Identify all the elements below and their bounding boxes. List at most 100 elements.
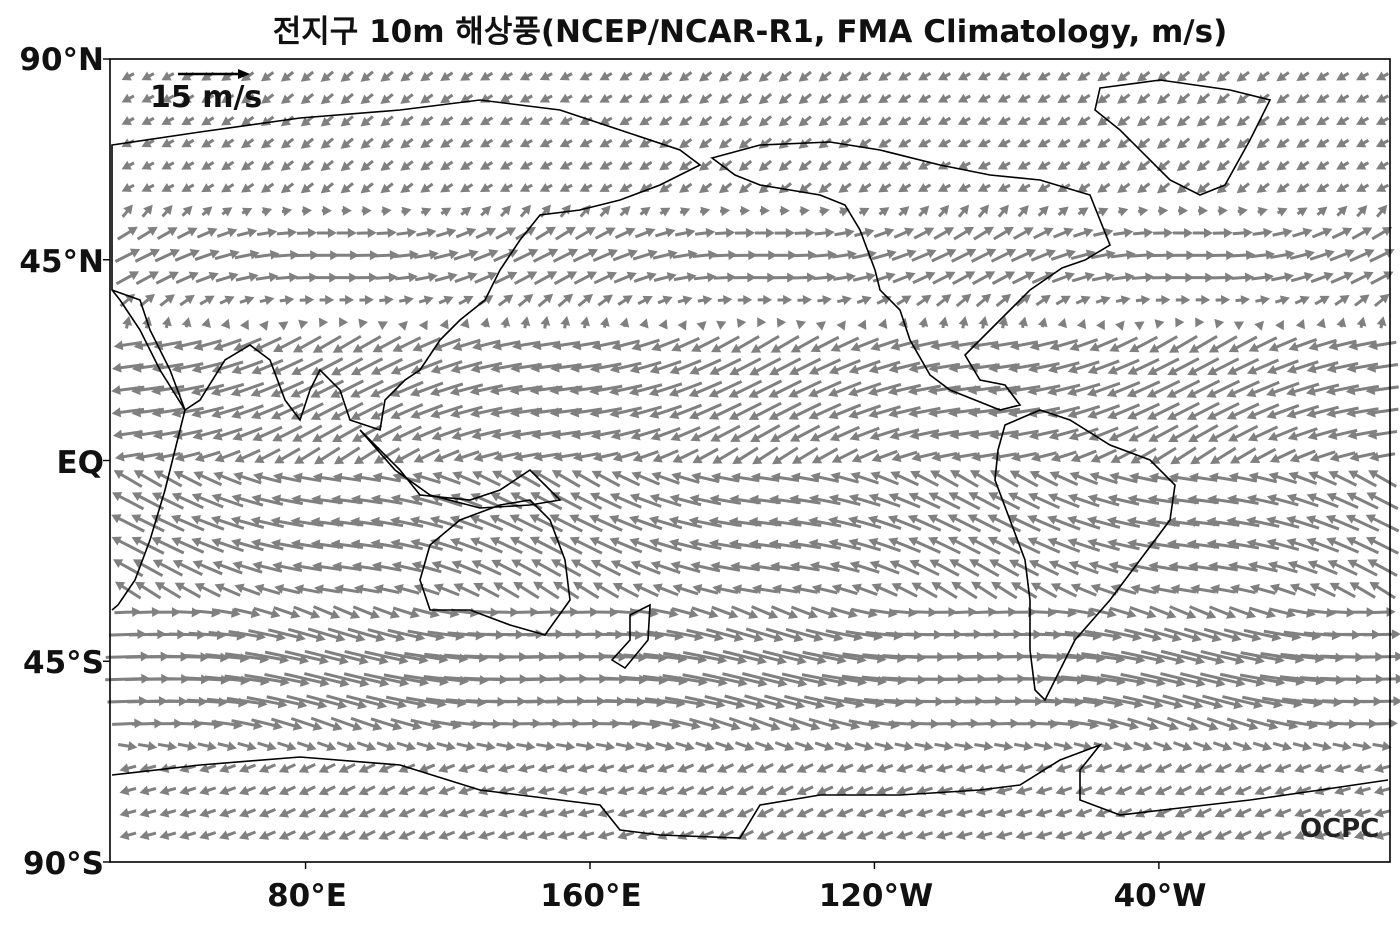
wind-vector-head (1282, 227, 1293, 238)
wind-vector-head (1127, 365, 1138, 375)
wind-vector-shaft (1134, 475, 1158, 483)
wind-vector-head (1132, 631, 1143, 642)
wind-vector-shaft (1371, 407, 1399, 415)
wind-vector-head (666, 272, 677, 282)
wind-vector-head (699, 72, 710, 82)
wind-vector-head (369, 609, 381, 619)
wind-vector-head (943, 227, 955, 237)
wind-vector-head (1149, 343, 1160, 353)
wind-vector-head (789, 366, 800, 376)
wind-vector-shaft (956, 452, 978, 459)
wind-vector-head (1349, 452, 1360, 462)
wind-vector-shaft (1067, 719, 1094, 727)
wind-vector-head (811, 584, 822, 594)
wind-vector-head (1048, 430, 1059, 441)
wind-vector-shaft (299, 587, 321, 594)
wind-vector-head (391, 432, 402, 442)
wind-vector-shaft (275, 402, 304, 418)
wind-vector-head (1316, 160, 1327, 170)
wind-vector-head (1176, 139, 1188, 149)
wind-vector-shaft (1271, 404, 1300, 417)
wind-vector-shaft (614, 517, 643, 532)
wind-vector-head (763, 294, 773, 305)
wind-vector-head (1007, 536, 1018, 546)
wind-vector-shaft (337, 334, 362, 352)
wind-vector-head (1208, 561, 1218, 572)
wind-vector-head (1254, 830, 1265, 840)
wind-vector-head (1216, 72, 1227, 82)
wind-vector-head (716, 763, 728, 773)
wind-vector-shaft (513, 273, 533, 285)
wind-vector-shaft (654, 360, 682, 372)
wind-vector-head (411, 561, 422, 571)
wind-vector-head (1049, 471, 1060, 481)
wind-vector-head (599, 71, 610, 81)
wind-vector-shaft (140, 452, 161, 459)
wind-vector-head (1154, 808, 1166, 818)
wind-vector-head (776, 763, 787, 773)
wind-vector-head (1343, 271, 1354, 281)
wind-vector-head (815, 321, 826, 331)
wind-vector-shaft (1254, 447, 1277, 462)
wind-vector-shaft (695, 336, 720, 351)
wind-vector-head (1346, 363, 1357, 373)
wind-vector-head (111, 407, 122, 418)
wind-vector-head (557, 807, 568, 818)
wind-vector-head (1198, 205, 1209, 216)
wind-vector-head (342, 205, 352, 216)
wind-vector-head (179, 785, 190, 796)
wind-vector-shaft (1093, 563, 1119, 574)
wind-vector-head (393, 583, 404, 594)
wind-vector-head (1316, 138, 1327, 148)
wind-vector-head (167, 227, 178, 237)
wind-vector-head (439, 319, 449, 330)
wind-vector-shaft (992, 493, 1021, 511)
wind-vector-shaft (912, 273, 931, 285)
wind-vector-shaft (556, 471, 581, 488)
wind-vector-head (460, 138, 471, 148)
wind-vector-head (278, 321, 289, 331)
wind-vector-head (133, 340, 144, 351)
wind-vector-shaft (896, 450, 918, 460)
wind-vector-head (969, 470, 981, 479)
wind-vector-shaft (197, 562, 223, 576)
wind-vector-head (935, 830, 946, 840)
wind-vector-head (1347, 559, 1358, 569)
wind-vector-head (938, 316, 949, 327)
wind-vector-head (141, 183, 152, 192)
wind-vector-shaft (377, 564, 402, 572)
wind-vector-head (426, 227, 437, 238)
wind-vector-head (318, 763, 329, 773)
wind-vector-head (971, 581, 982, 591)
wind-vector-head (300, 183, 311, 194)
wind-vector-head (1097, 138, 1108, 149)
wind-vector-head (1017, 71, 1028, 81)
wind-vector-head (935, 807, 946, 818)
wind-vector-shaft (837, 586, 858, 596)
wind-vector-shaft (682, 650, 722, 662)
wind-vector-head (133, 470, 144, 480)
wind-vector-shaft (672, 252, 692, 259)
wind-vector-shaft (673, 381, 703, 395)
wind-vector-shaft (609, 721, 636, 726)
wind-vector-shaft (359, 587, 380, 594)
wind-vector-shaft (158, 429, 183, 437)
wind-vector-shaft (1373, 583, 1396, 600)
wind-vector-head (519, 116, 531, 125)
wind-vector-shaft (135, 516, 165, 533)
wind-vector-head (121, 93, 132, 103)
wind-vector-head (709, 494, 720, 505)
wind-vector-head (373, 584, 384, 594)
wind-vector-head (589, 514, 600, 524)
wind-vector-head (312, 561, 322, 572)
wind-vector-shaft (231, 719, 258, 728)
wind-vector-shaft (848, 719, 875, 728)
wind-vector-head (1146, 410, 1158, 420)
wind-vector-head (708, 410, 720, 420)
wind-vector-head (937, 116, 949, 125)
wind-vector-head (1373, 785, 1384, 796)
wind-vector-head (1127, 494, 1138, 505)
wind-vector-head (670, 431, 681, 442)
wind-vector-head (332, 472, 343, 483)
wind-vector-head (438, 785, 449, 796)
